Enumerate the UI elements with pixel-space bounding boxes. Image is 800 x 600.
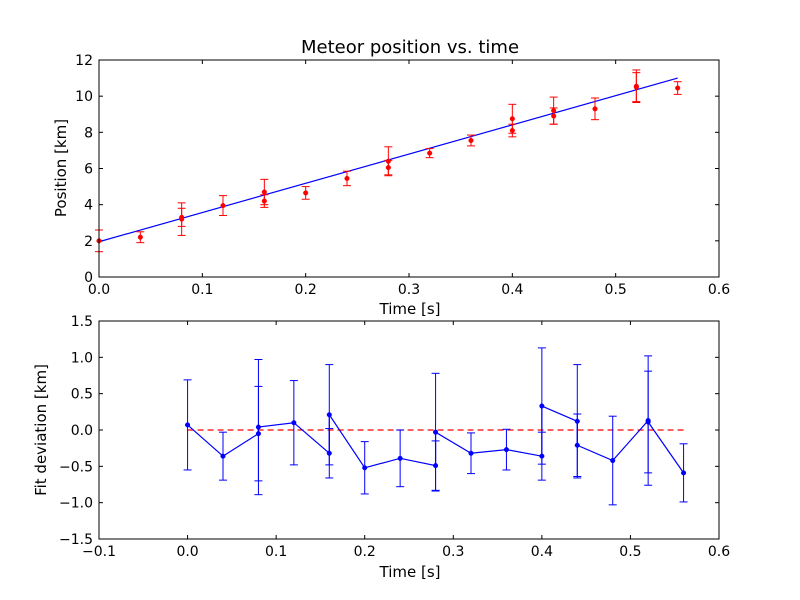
data-point <box>255 424 261 430</box>
data-point <box>220 453 226 459</box>
x-tick-label: 0.4 <box>531 544 553 560</box>
y-tick-label: −1.5 <box>59 532 93 548</box>
data-point <box>681 470 687 476</box>
y-tick-label: 0.5 <box>71 387 93 403</box>
position-chart: Meteor position vs. time Time [s] Positi… <box>52 37 730 318</box>
data-point <box>362 465 368 471</box>
y-tick-label: 0.0 <box>71 423 93 439</box>
data-point <box>291 420 297 426</box>
plot-frame <box>98 320 720 540</box>
data-point <box>385 158 391 164</box>
data-point <box>610 457 616 464</box>
data-point <box>326 412 332 418</box>
x-tick-label: 0.6 <box>708 282 730 298</box>
x-tick-label: 0.0 <box>176 544 198 560</box>
data-point <box>509 127 515 134</box>
data-point <box>433 429 439 435</box>
data-point <box>675 85 681 91</box>
data-point <box>261 198 267 204</box>
y-tick-label: 10 <box>75 89 93 105</box>
x-tick-label: 0.3 <box>442 544 464 560</box>
data-point <box>574 442 580 448</box>
data-point <box>539 403 545 409</box>
y-tick-label: −1.0 <box>59 496 93 512</box>
data-point <box>179 214 185 220</box>
y-tick-label: 2 <box>84 234 93 250</box>
data-point <box>303 190 309 196</box>
chart-title: Meteor position vs. time <box>301 37 519 58</box>
x-tick-label: 0.5 <box>605 282 627 298</box>
data-point <box>397 455 403 461</box>
data-point <box>633 83 639 89</box>
data-point <box>185 422 191 428</box>
y-tick-label: 12 <box>75 53 93 69</box>
y-tick-label: 6 <box>84 162 93 178</box>
x-tick-label: 0.2 <box>354 544 376 560</box>
x-tick-label: −0.1 <box>82 544 116 560</box>
data-point <box>551 113 557 119</box>
data-point <box>137 234 143 240</box>
y-axis-label: Position [km] <box>52 119 70 217</box>
data-point <box>509 116 515 122</box>
x-axis-label: Time [s] <box>379 300 441 318</box>
plot-frame <box>98 59 720 278</box>
y-tick-label: 1.0 <box>71 350 93 366</box>
data-point <box>468 137 474 144</box>
x-axis-label: Time [s] <box>379 563 441 581</box>
x-tick-label: 0.4 <box>501 282 523 298</box>
data-point <box>645 419 651 425</box>
data-point <box>503 447 509 453</box>
y-tick-label: 4 <box>84 198 93 214</box>
plot-area: 0.0 0.1 0.2 0.3 0.4 0.5 0.6 0 2 4 6 8 10 12 <box>75 53 730 298</box>
y-tick-label: 1.5 <box>71 314 93 330</box>
data-point <box>427 150 433 156</box>
x-tick-label: 0.5 <box>619 544 641 560</box>
x-tick-label: 0.6 <box>708 544 730 560</box>
data-point <box>220 203 226 209</box>
x-tick-label: 0.0 <box>88 282 110 298</box>
x-tick-label: 0.1 <box>191 282 213 298</box>
plot-area: −0.1 0.0 0.1 0.2 0.3 0.4 0.5 0.6 −1.5 −1.0 −0.5 0.0… <box>59 314 730 560</box>
deviation-chart: Time [s] Fit deviation [km] −0.1 0.0 0.1 0.… <box>32 314 730 581</box>
y-tick-label: 0 <box>84 270 93 286</box>
y-axis-label: Fit deviation [km] <box>32 364 50 496</box>
y-tick-label: 8 <box>84 125 93 141</box>
data-point <box>261 189 267 195</box>
data-point <box>344 175 350 181</box>
y-tick-label: −0.5 <box>59 459 93 475</box>
x-tick-label: 0.2 <box>295 282 317 298</box>
x-tick-label: 0.3 <box>398 282 420 298</box>
x-tick-label: 0.1 <box>265 544 287 560</box>
data-point <box>468 450 474 456</box>
data-point <box>592 106 598 112</box>
